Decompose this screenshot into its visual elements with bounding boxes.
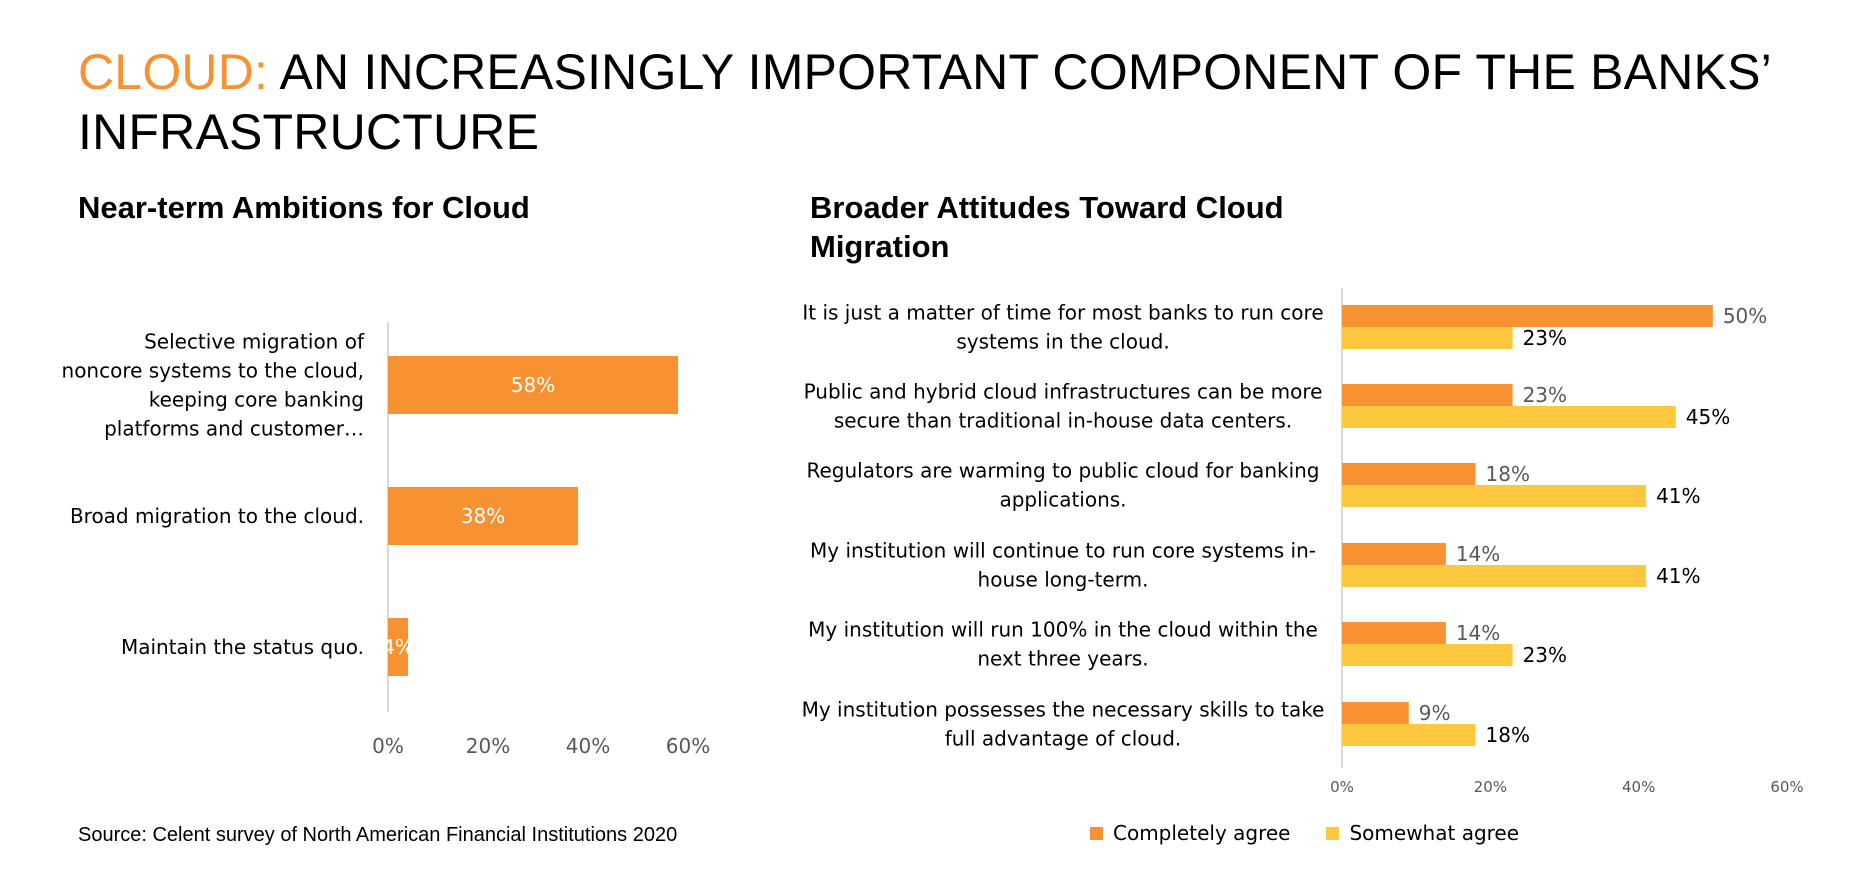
right-category-label-1-0: Public and hybrid cloud infrastructures …: [804, 380, 1323, 404]
right-category-label-5-1: full advantage of cloud.: [945, 727, 1182, 751]
left-category-label-1-0: Broad migration to the cloud.: [70, 504, 364, 528]
left-category-label-0-1: noncore systems to the cloud,: [62, 359, 364, 383]
right-category-label-3-1: house long-term.: [978, 568, 1149, 592]
right-category-label-0-1: systems in the cloud.: [956, 330, 1169, 354]
legend-label-completely-agree: Completely agree: [1113, 821, 1291, 845]
right-bar-completely-3: [1342, 543, 1446, 565]
right-chart-legend: Completely agree Somewhat agree: [1090, 818, 1519, 848]
right-category-label-4-0: My institution will run 100% in the clou…: [808, 618, 1318, 642]
right-bar-completely-label-0: 50%: [1723, 304, 1767, 328]
right-bar-somewhat-label-0: 23%: [1523, 326, 1567, 350]
right-bar-somewhat-0: [1342, 327, 1513, 349]
right-bar-somewhat-4: [1342, 644, 1513, 666]
right-bar-completely-label-4: 14%: [1456, 621, 1500, 645]
right-bar-somewhat-3: [1342, 565, 1647, 587]
left-category-label-2-0: Maintain the status quo.: [121, 635, 364, 659]
left-category-label-0-0: Selective migration of: [144, 330, 365, 354]
left-tick-label-1: 20%: [466, 734, 510, 758]
right-bar-somewhat-5: [1342, 724, 1476, 746]
page-title: CLOUD: AN INCREASINGLY IMPORTANT COMPONE…: [78, 42, 1778, 162]
right-bar-completely-label-2: 18%: [1486, 462, 1530, 486]
left-category-label-0-3: platforms and customer…: [104, 417, 364, 441]
legend-label-somewhat-agree: Somewhat agree: [1349, 821, 1520, 845]
left-bar-2: [388, 618, 408, 676]
left-bar-label-1: 38%: [461, 504, 505, 528]
right-category-label-4-1: next three years.: [977, 647, 1148, 671]
right-category-label-2-0: Regulators are warming to public cloud f…: [807, 459, 1320, 483]
right-bar-somewhat-1: [1342, 406, 1676, 428]
left-bar-0: [388, 356, 678, 414]
left-bar-label-0: 58%: [511, 373, 555, 397]
right-bar-somewhat-label-5: 18%: [1486, 723, 1530, 747]
right-category-label-3-0: My institution will continue to run core…: [810, 539, 1316, 563]
right-bar-completely-label-5: 9%: [1419, 701, 1451, 725]
right-bar-completely-1: [1342, 384, 1513, 406]
legend-swatch-completely-agree: [1090, 826, 1103, 840]
source-note: Source: Celent survey of North American …: [78, 824, 678, 846]
right-bar-somewhat-label-2: 41%: [1656, 484, 1700, 508]
left-chart-title: Near-term Ambitions for Cloud: [78, 190, 530, 225]
left-category-label-0-2: keeping core banking: [149, 388, 364, 412]
right-bar-somewhat-label-3: 41%: [1656, 564, 1700, 588]
right-bar-completely-5: [1342, 702, 1409, 724]
right-bar-completely-4: [1342, 622, 1446, 644]
page-title-rest: AN INCREASINGLY IMPORTANT COMPONENT OF T…: [78, 44, 1771, 160]
legend-item-completely-agree: Completely agree: [1090, 821, 1290, 845]
right-category-label-1-1: secure than traditional in-house data ce…: [834, 409, 1292, 433]
legend-swatch-somewhat-agree: [1326, 826, 1340, 840]
page-title-accent: CLOUD:: [78, 44, 269, 100]
right-bar-completely-0: [1342, 305, 1713, 327]
left-tick-label-2: 40%: [566, 734, 610, 758]
right-chart-title: Broader Attitudes Toward Cloud Migration: [810, 190, 1284, 264]
right-category-label-5-0: My institution possesses the necessary s…: [802, 698, 1325, 722]
right-bar-somewhat-2: [1342, 485, 1647, 507]
left-bar-label-2: 4%: [382, 635, 414, 659]
right-category-label-0-0: It is just a matter of time for most ban…: [802, 301, 1323, 325]
left-bar-1: [388, 487, 578, 545]
right-bar-completely-2: [1342, 463, 1476, 485]
left-tick-label-3: 60%: [666, 734, 710, 758]
right-tick-label-3: 60%: [1770, 778, 1803, 796]
right-bar-completely-label-3: 14%: [1456, 542, 1500, 566]
right-tick-label-2: 40%: [1622, 778, 1655, 796]
right-tick-label-1: 20%: [1474, 778, 1507, 796]
right-tick-label-0: 0%: [1330, 778, 1354, 796]
right-category-label-2-1: applications.: [999, 488, 1126, 512]
legend-item-somewhat-agree: Somewhat agree: [1326, 821, 1519, 845]
right-bar-somewhat-label-1: 45%: [1686, 405, 1730, 429]
left-tick-label-0: 0%: [372, 734, 404, 758]
right-bar-completely-label-1: 23%: [1523, 383, 1567, 407]
right-bar-somewhat-label-4: 23%: [1523, 643, 1567, 667]
